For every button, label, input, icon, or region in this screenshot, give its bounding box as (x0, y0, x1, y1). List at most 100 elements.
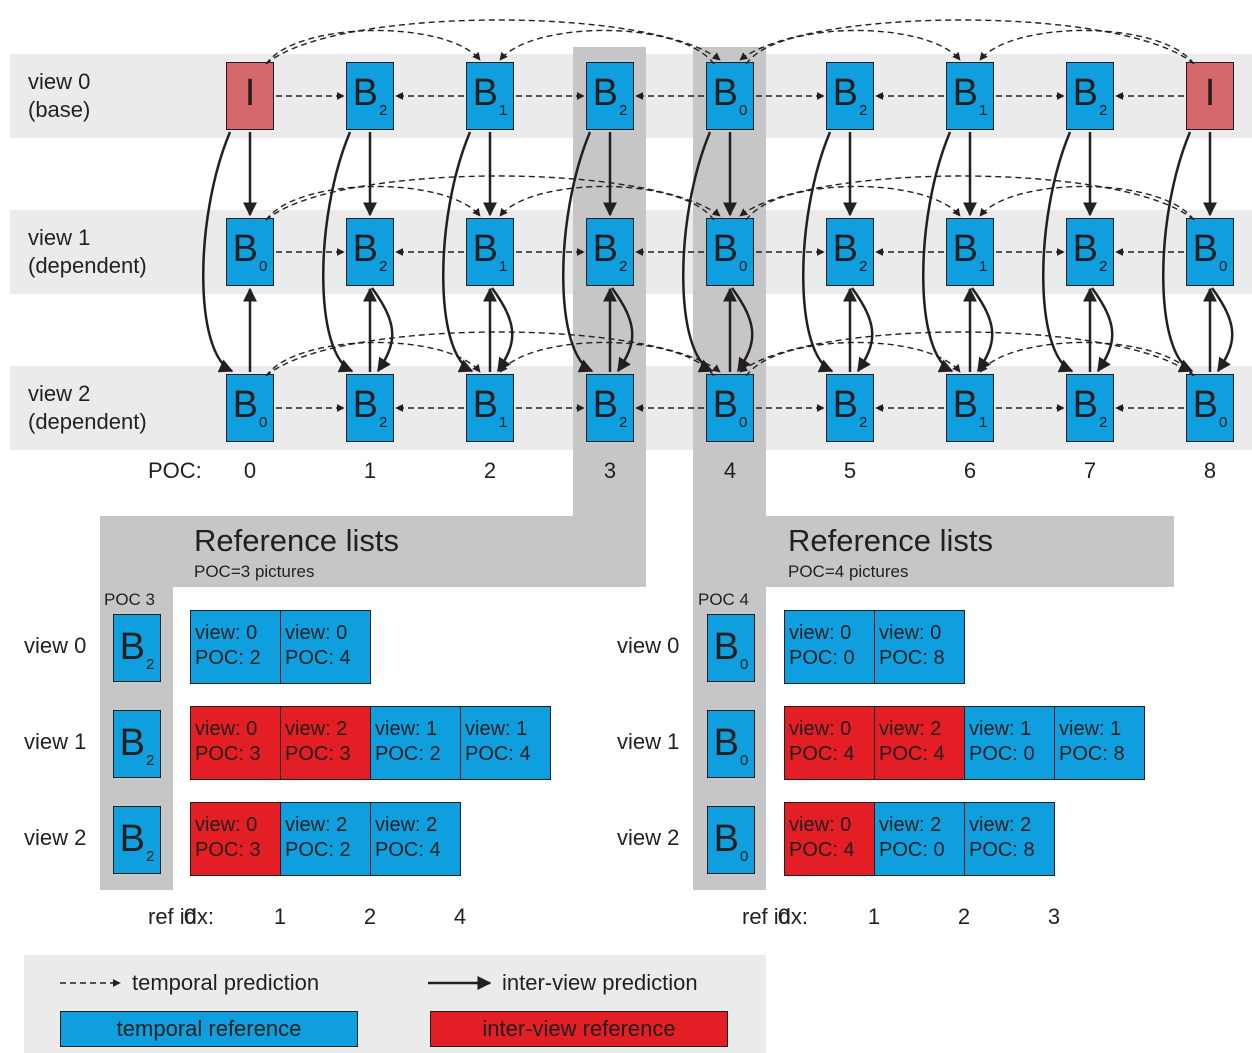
reflist1-ref-idx-0: 0 (777, 904, 791, 929)
frame-view2-poc7: B2 (1066, 374, 1114, 442)
reflist0-ref-idx-2: 2 (363, 904, 377, 929)
poc-value-2: 2 (483, 458, 497, 483)
interview-arc-1-to-2-col5 (850, 287, 874, 373)
frame-view2-poc5: B2 (826, 374, 874, 442)
ref-poc-text: POC: 4 (285, 647, 351, 669)
frame-view0-poc1: B2 (346, 62, 394, 130)
interview-arc-0-to-2-col4 (682, 131, 714, 373)
temporal-arc-view1-8-to-6 (979, 185, 1195, 221)
reflist1-view2-ref1: view: 2 POC: 0 (874, 802, 965, 876)
poc-value-6: 6 (963, 458, 977, 483)
ref-view-text: view: 0 (879, 622, 942, 644)
interview-arc-0-to-2-col0 (202, 131, 234, 373)
ref-poc-text: POC: 8 (879, 647, 945, 669)
frame-view1-poc1: B2 (346, 218, 394, 286)
interview-arc-0-to-2-col8 (1162, 131, 1194, 373)
reflist0-ref-idx-0: 0 (183, 904, 197, 929)
ref-list-header-left (100, 516, 646, 587)
temporal-arc-view2-4-to-2 (499, 341, 715, 377)
reflist0-row-label-2: view 2 (24, 825, 87, 850)
reflist0-view1-ref3: view: 1 POC: 4 (460, 706, 551, 780)
reflist1-view0-ref1: view: 0 POC: 8 (874, 610, 965, 684)
ref-view-text: view: 0 (195, 814, 258, 836)
frame-view1-poc5: B2 (826, 218, 874, 286)
view-0-label: view 0 (base) (28, 69, 91, 122)
temporal-arc-view2-0-to-2 (265, 341, 481, 377)
ref-poc-text: POC: 4 (789, 743, 855, 765)
frame-view2-poc6: B1 (946, 374, 994, 442)
interview-arc-1-to-2-col1 (370, 287, 394, 373)
frame-view2-poc8: B0 (1186, 374, 1234, 442)
reflist0-row-label-1: view 1 (24, 729, 87, 754)
interview-arc-1-to-2-col2 (490, 287, 514, 373)
reflist0-current-frame-view0: B2 (113, 614, 161, 682)
reflist0-view2-ref1: view: 2 POC: 2 (280, 802, 371, 876)
ref-poc-text: POC: 0 (789, 647, 855, 669)
temporal-arc-view0-0-to-2 (265, 29, 481, 65)
frame-view0-poc3: B2 (586, 62, 634, 130)
reflist0-view2-ref2: view: 2 POC: 4 (370, 802, 461, 876)
interview-arc-0-to-2-col6 (922, 131, 954, 373)
ref-poc-text: POC: 2 (375, 743, 441, 765)
frame-view0-poc8: I (1186, 62, 1234, 130)
reflist0-view1-ref2: view: 1 POC: 2 (370, 706, 461, 780)
frame-view1-poc7: B2 (1066, 218, 1114, 286)
frame-view1-poc8: B0 (1186, 218, 1234, 286)
ref-list-title-poc4: Reference lists (788, 523, 994, 558)
view-2-label: view 2 (dependent) (28, 381, 147, 434)
interview-arc-1-to-2-col4 (730, 287, 754, 373)
frame-view0-poc7: B2 (1066, 62, 1114, 130)
reflist0-view1-ref0: view: 0 POC: 3 (190, 706, 281, 780)
reflist1-view2-ref0: view: 0 POC: 4 (784, 802, 875, 876)
ref-view-text: view: 2 (969, 814, 1032, 836)
ref-view-text: view: 0 (789, 622, 852, 644)
interview-arc-1-to-2-col7 (1090, 287, 1114, 373)
ref-view-text: view: 2 (285, 814, 348, 836)
reflist0-ref-idx-label: ref idx: (148, 904, 215, 929)
interview-arc-1-to-2-col8 (1210, 287, 1234, 373)
ref-poc-text: POC: 3 (195, 743, 261, 765)
interview-arc-0-to-2-col1 (322, 131, 354, 373)
frame-view1-poc6: B1 (946, 218, 994, 286)
interview-arc-1-to-2-col6 (970, 287, 994, 373)
frame-view2-poc4: B0 (706, 374, 754, 442)
poc-axis-label: POC: (148, 458, 202, 483)
ref-poc-text: POC: 0 (879, 839, 945, 861)
ref-poc-text: POC: 4 (789, 839, 855, 861)
ref-view-text: view: 2 (285, 718, 348, 740)
frame-view0-poc6: B1 (946, 62, 994, 130)
ref-list-header-right (693, 516, 1174, 587)
frame-view1-poc0: B0 (226, 218, 274, 286)
legend-temporal-reference: temporal reference (60, 1011, 358, 1047)
ref-poc-text: POC: 4 (465, 743, 531, 765)
reflist1-current-frame-view0: B0 (707, 614, 755, 682)
reflist1-row-label-2: view 2 (617, 825, 680, 850)
legend-interview-reference: inter-view reference (430, 1011, 728, 1047)
ref-poc-text: POC: 4 (375, 839, 441, 861)
frame-view0-poc2: B1 (466, 62, 514, 130)
reflist0-current-frame-view1: B2 (113, 710, 161, 778)
ref-view-text: view: 1 (465, 718, 528, 740)
temporal-arc-view0-8-to-6 (979, 29, 1195, 65)
reflist1-row-label-0: view 0 (617, 633, 680, 658)
ref-list-subtitle-poc4: POC=4 pictures (788, 562, 909, 581)
reflist0-view2-ref0: view: 0 POC: 3 (190, 802, 281, 876)
reflist0-current-frame-view2: B2 (113, 806, 161, 874)
ref-poc-text: POC: 0 (969, 743, 1035, 765)
frame-view0-poc4: B0 (706, 62, 754, 130)
ref-poc-text: POC: 2 (195, 647, 261, 669)
frame-view1-poc3: B2 (586, 218, 634, 286)
reflist1-current-frame-view1: B0 (707, 710, 755, 778)
reflist1-ref-idx-label: ref idx: (742, 904, 809, 929)
reflist1-ref-idx-3: 3 (1047, 904, 1061, 929)
poc-value-4: 4 (723, 458, 737, 483)
ref-view-text: view: 2 (879, 718, 942, 740)
temporal-arc-view2-8-to-6 (979, 341, 1195, 377)
frame-view2-poc2: B1 (466, 374, 514, 442)
view-1-label: view 1 (dependent) (28, 225, 147, 278)
poc3-frame-column-label: POC 3 (104, 590, 156, 609)
temporal-arc-view1-4-to-2 (499, 185, 715, 221)
reflist1-view2-ref2: view: 2 POC: 8 (964, 802, 1055, 876)
poc-value-3: 3 (603, 458, 617, 483)
